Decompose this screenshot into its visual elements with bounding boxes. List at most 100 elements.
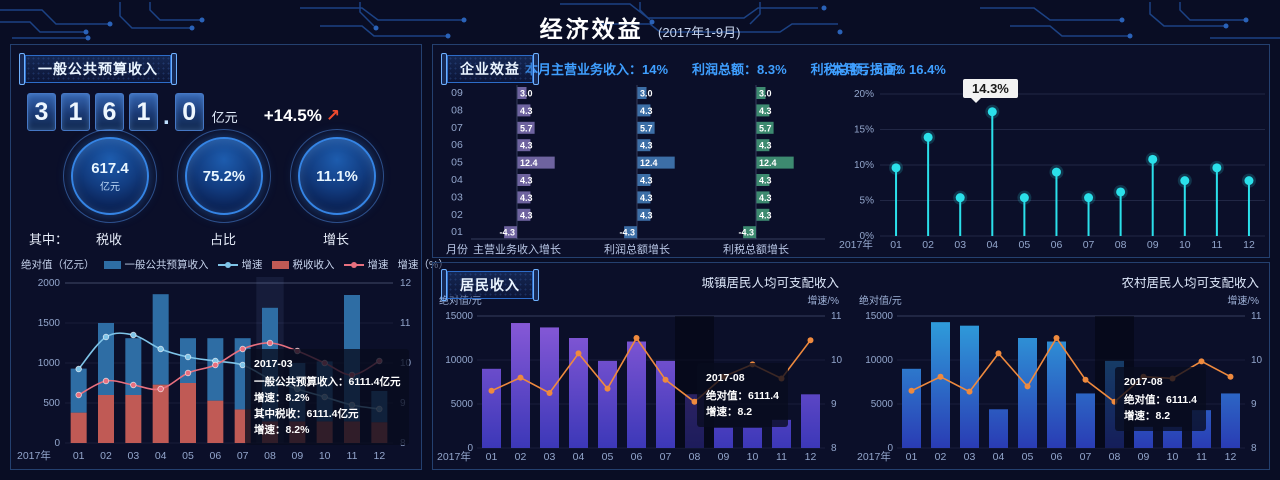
tooltip-line: 一般公共预算收入：6111.4亿元: [254, 376, 401, 388]
svg-text:06: 06: [209, 450, 221, 462]
budget-amount: 3 1 6 1 . 0 亿元 +14.5% ↗: [27, 93, 340, 131]
page-header: 经济效益 (2017年1-9月): [0, 10, 1280, 44]
svg-text:4.3: 4.3: [640, 106, 653, 116]
amount-digit: 6: [95, 93, 124, 131]
legend-item[interactable]: 税收收入: [271, 257, 335, 272]
svg-text:01: 01: [890, 239, 902, 251]
tooltip-line: 增速：8.2%: [254, 392, 310, 404]
gauge-value: 617.4: [91, 159, 129, 177]
svg-text:07: 07: [237, 450, 249, 462]
svg-text:01: 01: [73, 450, 85, 462]
tooltip-line: 增速：8.2%: [254, 424, 310, 436]
svg-text:10: 10: [1179, 239, 1191, 251]
svg-text:01: 01: [451, 226, 463, 238]
svg-text:08: 08: [1115, 239, 1127, 251]
up-arrow-icon: ↗: [325, 106, 341, 125]
svg-text:利税总额增长: 利税总额增长: [723, 242, 789, 256]
legend-item[interactable]: 一般公共预算收入: [103, 257, 209, 272]
svg-text:04: 04: [155, 450, 167, 462]
svg-text:10: 10: [319, 450, 331, 462]
stat-main-revenue: 本月主营业务收入：14%: [525, 62, 669, 77]
svg-text:1500: 1500: [38, 318, 61, 329]
svg-text:4.3: 4.3: [640, 210, 653, 220]
svg-text:4.3: 4.3: [759, 106, 772, 116]
svg-text:09: 09: [291, 450, 303, 462]
legend-item[interactable]: 增速: [217, 257, 263, 272]
svg-text:4.3: 4.3: [520, 176, 533, 186]
svg-text:08: 08: [264, 450, 276, 462]
svg-text:15%: 15%: [854, 125, 874, 136]
svg-text:绝对值/元: 绝对值/元: [859, 294, 902, 307]
legend-left-axis-label: 绝对值（亿元）: [21, 259, 95, 271]
svg-text:20%: 20%: [854, 89, 874, 100]
amount-change: +14.5%: [263, 106, 322, 125]
legend-item[interactable]: 增速: [343, 257, 389, 272]
svg-text:4.3: 4.3: [640, 176, 653, 186]
svg-text:09: 09: [1138, 451, 1150, 463]
svg-text:11: 11: [347, 450, 358, 462]
svg-text:12.4: 12.4: [759, 158, 777, 168]
share-gauge: 75.2%: [177, 129, 271, 223]
svg-text:05: 05: [182, 450, 194, 462]
amount-unit: 亿元: [211, 110, 238, 125]
svg-text:07: 07: [660, 451, 672, 463]
svg-text:08: 08: [1109, 451, 1121, 463]
tax-gauge: 617.4 亿元: [63, 129, 157, 223]
svg-text:08: 08: [689, 451, 701, 463]
tooltip-title: 2017-08: [706, 372, 745, 384]
svg-text:增速/%: 增速/%: [1227, 294, 1259, 307]
stat-profit: 利润总额：8.3%: [692, 62, 787, 77]
svg-text:2000: 2000: [38, 278, 61, 289]
svg-text:4.3: 4.3: [640, 193, 653, 203]
svg-text:03: 03: [544, 451, 556, 463]
qualifier-label: 其中：: [29, 232, 69, 247]
svg-text:11: 11: [1196, 451, 1207, 463]
svg-text:4.3: 4.3: [520, 210, 533, 220]
svg-text:03: 03: [451, 191, 463, 203]
svg-text:11: 11: [831, 311, 842, 322]
loss-rate-lollipop-chart[interactable]: 0% 5% 10% 15% 20% 01 02 03 04 05 06 07 08 09 10 11 12 201…: [835, 71, 1269, 257]
svg-text:9: 9: [831, 399, 837, 410]
svg-text:12: 12: [1225, 451, 1237, 463]
svg-text:04: 04: [993, 451, 1005, 463]
circuit-decoration: [0, 2, 1280, 41]
svg-text:06: 06: [451, 139, 463, 151]
growth-gauge-label: 增长: [322, 232, 349, 247]
svg-text:农村居民人均可支配收入: 农村居民人均可支配收入: [1121, 277, 1259, 290]
svg-text:11: 11: [776, 451, 787, 463]
svg-text:06: 06: [631, 451, 643, 463]
tooltip-title: 2017-03: [254, 358, 293, 370]
svg-text:05: 05: [451, 157, 463, 169]
tooltip-line: 增速：8.2: [1124, 410, 1171, 422]
svg-text:5000: 5000: [871, 399, 894, 410]
svg-text:12: 12: [373, 450, 385, 462]
budget-panel-badge: 一般公共预算收入: [19, 53, 177, 85]
svg-text:4.3: 4.3: [520, 193, 533, 203]
svg-text:2017年: 2017年: [839, 238, 873, 251]
stat-loss-rate: 本月亏损面：16.4%: [831, 62, 946, 77]
svg-text:0: 0: [54, 438, 60, 449]
svg-text:9: 9: [1251, 399, 1257, 410]
svg-text:12.4: 12.4: [640, 158, 658, 168]
enterprise-stats: 本月主营业务收入：14% 利润总额：8.3% 利税总额：5.9%: [525, 59, 905, 78]
svg-text:10: 10: [747, 451, 759, 463]
svg-text:11: 11: [400, 318, 411, 329]
resident-panel-badge: 居民收入: [441, 269, 539, 301]
svg-text:11: 11: [1211, 239, 1222, 251]
enterprise-panel-badge-label: 企业效益: [460, 61, 520, 77]
rural-chart-tooltip: 2017-08 绝对值：6111.4 增速：8.2: [1115, 367, 1206, 431]
svg-text:5.7: 5.7: [520, 123, 533, 133]
svg-text:2017年: 2017年: [437, 450, 471, 463]
svg-text:4.3: 4.3: [759, 141, 772, 151]
enterprise-hbar-charts[interactable]: 09 08 07 06 05 04 03 02 01 3.0 4.3 5.7 4.3 12.4 4.3 4.3…: [437, 83, 833, 259]
svg-text:城镇居民人均可支配收入: 城镇居民人均可支配收入: [701, 277, 839, 290]
svg-text:月份: 月份: [446, 243, 468, 256]
svg-text:12: 12: [805, 451, 817, 463]
stat-tax-profit: 利税总额：5.9%: [810, 62, 906, 77]
gauge-value: 75.2%: [202, 167, 246, 185]
enterprise-panel: 企业效益 本月主营业务收入：14% 利润总额：8.3% 利税总额：5.9% 本月…: [432, 44, 1270, 258]
svg-text:5000: 5000: [451, 399, 474, 410]
svg-text:10%: 10%: [854, 160, 874, 171]
svg-text:4.3: 4.3: [520, 106, 533, 116]
svg-text:09: 09: [451, 87, 463, 99]
